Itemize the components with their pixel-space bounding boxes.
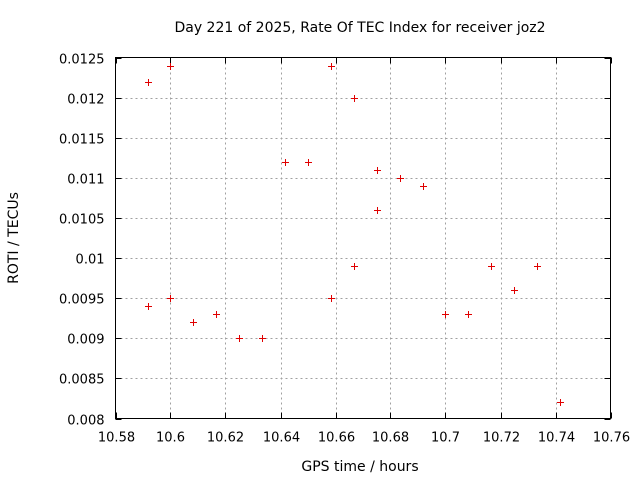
data-point xyxy=(305,159,312,166)
x-tick-labels: 10.58 10.6 10.62 10.64 10.66 10.68 10.7 10.72 10… xyxy=(98,431,630,446)
x-tick-label: 10.6 xyxy=(156,431,185,446)
x-tick-label: 10.66 xyxy=(318,431,355,446)
data-point xyxy=(328,295,335,302)
data-point xyxy=(167,295,174,302)
data-point xyxy=(374,207,381,214)
x-tick-label: 10.76 xyxy=(593,431,630,446)
data-point xyxy=(351,95,358,102)
data-point xyxy=(167,63,174,70)
data-point xyxy=(145,303,152,310)
y-axis-title: ROTI / TECUs xyxy=(6,192,22,284)
data-point xyxy=(282,159,289,166)
y-tick-label: 0.0115 xyxy=(59,133,105,148)
data-points xyxy=(145,63,564,406)
x-tick-label: 10.64 xyxy=(263,431,300,446)
y-tick-label: 0.0125 xyxy=(59,53,105,68)
data-point xyxy=(259,335,266,342)
data-point xyxy=(145,79,152,86)
data-point xyxy=(213,311,220,318)
data-point xyxy=(465,311,472,318)
data-point xyxy=(190,319,197,326)
chart-title: Day 221 of 2025, Rate Of TEC Index for r… xyxy=(174,20,545,36)
y-tick-label: 0.012 xyxy=(67,93,104,108)
x-tick-label: 10.68 xyxy=(372,431,409,446)
data-point xyxy=(397,175,404,182)
data-point xyxy=(511,287,518,294)
x-tick-label: 10.7 xyxy=(431,431,460,446)
y-tick-label: 0.0085 xyxy=(59,373,105,388)
y-tick-label: 0.009 xyxy=(67,333,104,348)
y-tick-label: 0.011 xyxy=(67,173,104,188)
x-tick-label: 10.62 xyxy=(207,431,244,446)
data-point xyxy=(328,63,335,70)
x-axis-title: GPS time / hours xyxy=(301,459,418,475)
y-tick-label: 0.008 xyxy=(67,414,104,429)
data-point xyxy=(488,263,495,270)
data-point xyxy=(351,263,358,270)
x-tick-label: 10.72 xyxy=(483,431,520,446)
data-point xyxy=(420,183,427,190)
plot-frame xyxy=(115,57,611,419)
data-point xyxy=(557,399,564,406)
data-point xyxy=(236,335,243,342)
axis-ticks xyxy=(115,57,612,420)
y-tick-label: 0.0105 xyxy=(59,213,105,228)
x-tick-label: 10.58 xyxy=(98,431,135,446)
y-tick-label: 0.01 xyxy=(76,253,105,268)
x-tick-label: 10.74 xyxy=(538,431,575,446)
data-point xyxy=(534,263,541,270)
y-tick-label: 0.0095 xyxy=(59,293,105,308)
y-tick-labels: 0.008 0.0085 0.009 0.0095 0.01 0.0105 0.011 0.0… xyxy=(59,53,105,429)
data-point xyxy=(374,167,381,174)
data-point xyxy=(442,311,449,318)
grid-lines xyxy=(115,57,611,419)
